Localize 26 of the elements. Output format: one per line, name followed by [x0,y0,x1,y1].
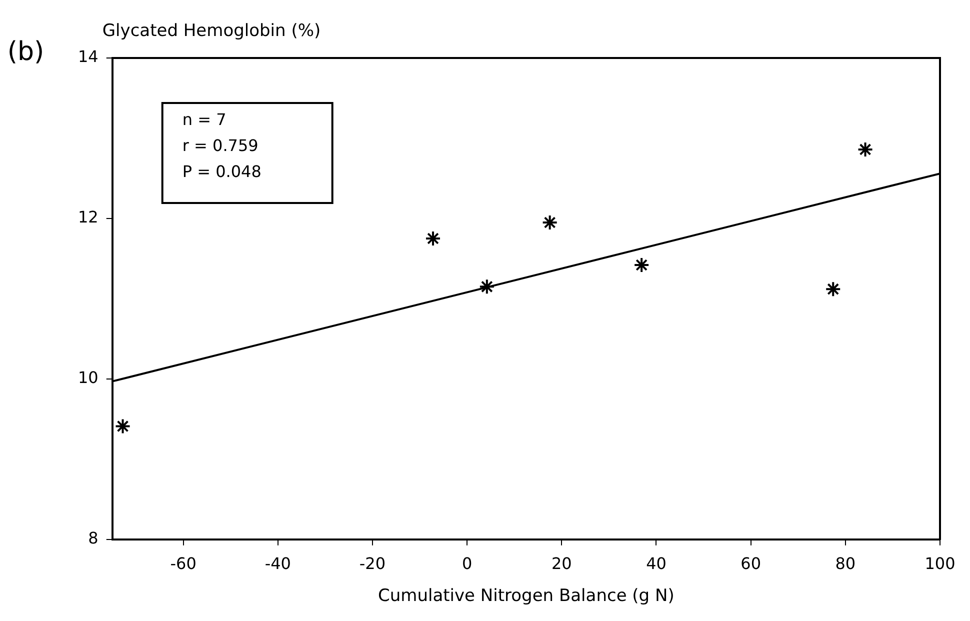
x-axis-title: Cumulative Nitrogen Balance (g N) [378,586,674,606]
x-tick-label: 0 [462,554,472,574]
x-tick-label: 40 [646,554,666,574]
point [425,230,442,247]
x-tick-label: 100 [924,554,956,574]
y-axis-title: Glycated Hemoglobin (%) [102,21,321,41]
x-tick-label: -60 [170,554,196,574]
annotation: n = 7 [182,110,226,130]
point [114,418,131,434]
point [542,214,558,230]
point [634,257,650,273]
point [825,281,842,298]
text: (b) [7,37,44,67]
x-tick-label: 80 [835,554,856,574]
x-tick-label: -40 [264,554,291,574]
y-tick-label: 8 [88,528,98,548]
annotation: P = 0.048 [182,162,262,182]
x-tick-label: 20 [551,554,572,574]
x-tick-label: 60 [740,554,762,574]
point [478,278,495,295]
y-tick-label: 12 [78,208,98,227]
point [857,141,874,158]
x-tick-label: -20 [359,554,386,574]
y-tick-label: 10 [78,368,98,388]
annotation: r = 0.759 [182,136,258,156]
y-tick-label: 14 [78,47,98,66]
